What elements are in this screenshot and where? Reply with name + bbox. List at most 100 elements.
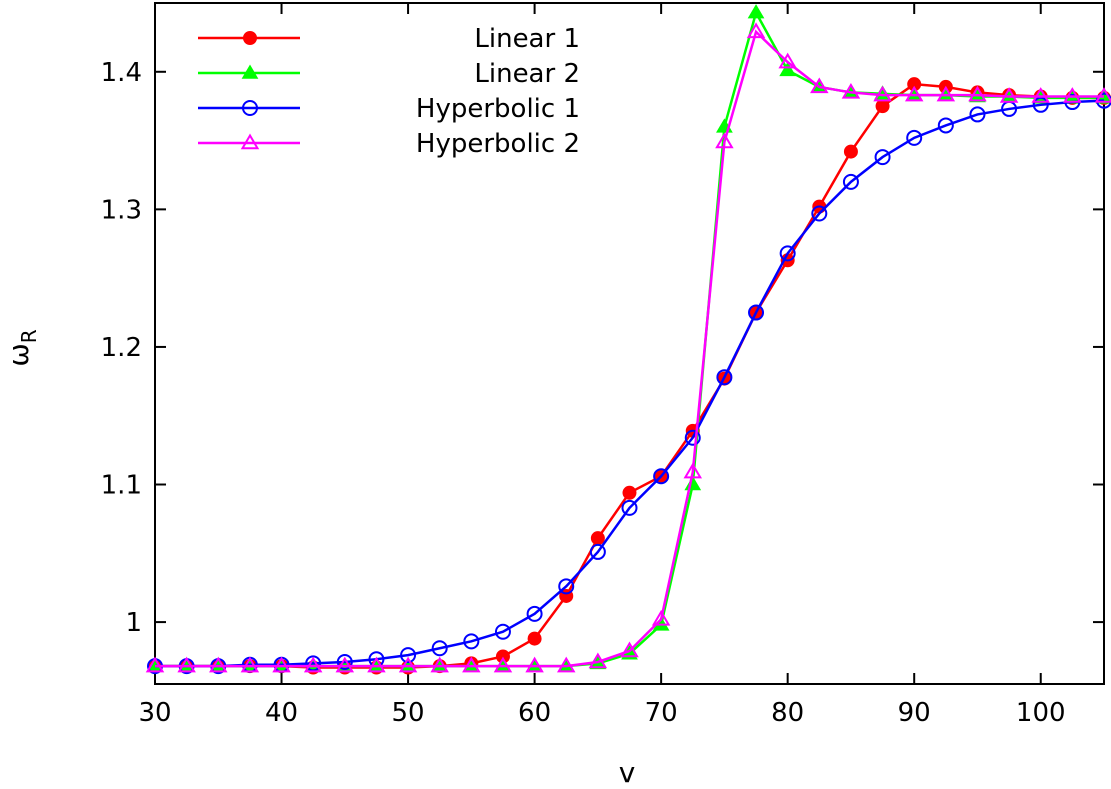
- data-point-hyperbolic-2: [272, 656, 291, 673]
- data-point-hyperbolic-2: [588, 652, 608, 669]
- y-axis: 1 1.1 1.2 1.3 1.4: [101, 58, 1104, 638]
- y-tick-label: 1.1: [101, 471, 142, 501]
- data-point-hyperbolic-2: [778, 52, 797, 69]
- y-axis-title-symbol: ω: [2, 343, 35, 366]
- data-point-linear-1: [843, 144, 858, 159]
- data-point-hyperbolic-1: [305, 655, 322, 672]
- data-point-hyperbolic-1: [431, 640, 448, 657]
- data-point-hyperbolic-1: [811, 205, 828, 222]
- legend: Linear 1 Linear 2 Hyperbolic 1 Hyperbolic 2: [198, 24, 580, 159]
- legend-label-hyperbolic-2: Hyperbolic 2: [416, 129, 580, 159]
- data-point-hyperbolic-1: [874, 149, 891, 166]
- data-point-hyperbolic-1: [748, 304, 765, 321]
- data-point-hyperbolic-1: [400, 647, 417, 664]
- data-point-hyperbolic-1: [494, 623, 511, 640]
- data-point-hyperbolic-2: [525, 656, 544, 673]
- x-axis-title: v: [619, 756, 636, 789]
- legend-label-hyperbolic-1: Hyperbolic 1: [416, 94, 580, 124]
- x-tick-label: 30: [138, 698, 171, 728]
- data-point-hyperbolic-2: [715, 132, 734, 149]
- data-point-hyperbolic-2: [367, 656, 386, 673]
- y-tick-label: 1.3: [101, 195, 142, 225]
- data-point-hyperbolic-1: [684, 429, 701, 446]
- data-point-hyperbolic-2: [620, 641, 639, 658]
- data-point-hyperbolic-2: [746, 22, 766, 39]
- data-point-hyperbolic-2: [145, 656, 165, 673]
- data-point-hyperbolic-1: [969, 106, 986, 123]
- legend-item-linear-2: Linear 2: [198, 59, 580, 89]
- data-point-linear-2: [747, 4, 765, 19]
- legend-marker-hyperbolic-2: [240, 133, 260, 150]
- series-hyperbolic-1: [147, 92, 1111, 675]
- x-tick-label: 90: [898, 698, 931, 728]
- plot-border: [154, 2, 1105, 685]
- data-point-hyperbolic-1: [653, 468, 670, 485]
- data-point-linear-1: [527, 631, 542, 646]
- data-point-hyperbolic-2: [335, 656, 355, 673]
- data-point-hyperbolic-2: [651, 609, 671, 626]
- data-point-hyperbolic-2: [303, 656, 323, 673]
- data-point-hyperbolic-1: [526, 605, 543, 622]
- data-point-hyperbolic-2: [841, 82, 861, 99]
- data-point-hyperbolic-2: [810, 77, 829, 94]
- data-point-hyperbolic-1: [906, 129, 923, 146]
- series-layer: [145, 4, 1111, 675]
- data-point-hyperbolic-2: [430, 656, 449, 673]
- data-point-linear-2: [779, 61, 797, 77]
- legend-marker-linear-1: [243, 31, 257, 45]
- series-linear-1: [148, 77, 1111, 675]
- series-line-linear-2: [155, 9, 1104, 668]
- data-point-hyperbolic-2: [177, 656, 196, 673]
- data-point-hyperbolic-2: [240, 656, 260, 673]
- plot-frame: [154, 2, 1105, 685]
- y-axis-title-subscript: R: [17, 329, 41, 343]
- y-tick-label: 1: [125, 608, 142, 638]
- data-point-hyperbolic-1: [937, 117, 954, 134]
- x-tick-label: 60: [518, 698, 551, 728]
- data-point-hyperbolic-1: [1032, 96, 1049, 113]
- data-point-hyperbolic-2: [904, 85, 924, 102]
- y-tick-label: 1.2: [101, 333, 142, 363]
- data-point-hyperbolic-2: [936, 85, 956, 102]
- legend-item-hyperbolic-1: Hyperbolic 1: [198, 94, 580, 124]
- data-point-hyperbolic-1: [463, 633, 480, 650]
- series-hyperbolic-2: [145, 22, 1111, 673]
- series-linear-2: [146, 4, 1111, 672]
- y-axis-title: ωR: [2, 329, 41, 366]
- data-point-hyperbolic-1: [558, 578, 575, 595]
- x-tick-label: 100: [1016, 698, 1066, 728]
- x-axis: 30 40 50 60 70 80 90 100: [138, 3, 1066, 728]
- data-point-hyperbolic-2: [493, 656, 513, 673]
- legend-item-hyperbolic-2: Hyperbolic 2: [198, 129, 580, 159]
- data-point-hyperbolic-2: [556, 656, 576, 673]
- data-point-hyperbolic-2: [398, 656, 418, 673]
- data-point-hyperbolic-2: [683, 462, 703, 479]
- legend-label-linear-2: Linear 2: [474, 59, 580, 89]
- x-tick-label: 50: [392, 698, 425, 728]
- x-tick-label: 70: [645, 698, 678, 728]
- legend-item-linear-1: Linear 1: [198, 24, 580, 54]
- data-point-hyperbolic-2: [462, 656, 481, 673]
- series-line-linear-1: [155, 82, 1104, 669]
- data-point-hyperbolic-1: [779, 245, 796, 262]
- svg-text:ωR: ωR: [2, 329, 41, 366]
- legend-label-linear-1: Linear 1: [474, 24, 580, 54]
- data-point-hyperbolic-1: [589, 543, 606, 560]
- data-point-hyperbolic-1: [716, 369, 733, 386]
- data-point-hyperbolic-1: [621, 499, 638, 516]
- data-point-hyperbolic-2: [1094, 87, 1111, 103]
- data-point-linear-1: [590, 531, 605, 546]
- data-point-hyperbolic-2: [1031, 87, 1050, 103]
- data-point-hyperbolic-2: [873, 85, 892, 102]
- data-point-hyperbolic-2: [1063, 87, 1082, 103]
- data-point-hyperbolic-2: [209, 656, 228, 673]
- data-point-hyperbolic-1: [336, 653, 353, 670]
- data-point-hyperbolic-1: [842, 173, 859, 190]
- legend-marker-hyperbolic-1: [242, 100, 258, 116]
- data-point-linear-1: [875, 99, 890, 114]
- data-point-hyperbolic-2: [968, 85, 987, 102]
- series-line-hyperbolic-2: [155, 29, 1104, 668]
- series-line-hyperbolic-1: [155, 99, 1105, 668]
- y-tick-label: 1.4: [101, 58, 142, 88]
